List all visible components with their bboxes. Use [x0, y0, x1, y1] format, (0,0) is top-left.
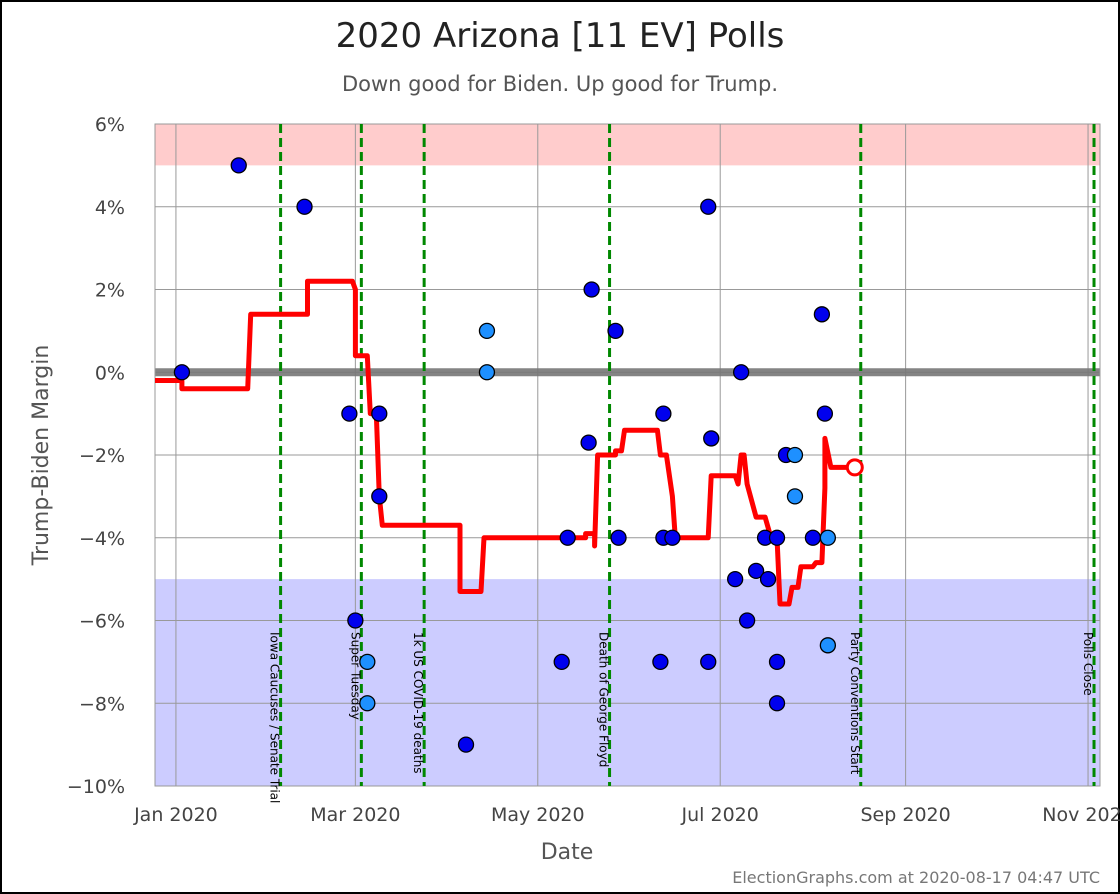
event-label: Polls Close — [1081, 632, 1095, 696]
poll-point — [703, 430, 720, 447]
y-tick-label: 2% — [95, 280, 125, 302]
poll-point — [759, 570, 777, 588]
event-label: Iowa Caucuses / Senate Trial — [268, 632, 282, 803]
poll-point — [583, 281, 600, 298]
poll-point — [664, 529, 681, 546]
poll-point — [559, 529, 576, 546]
band-0 — [155, 124, 1100, 166]
poll-point — [819, 637, 837, 654]
poll-point — [738, 612, 756, 629]
x-tick-label: May 2020 — [491, 804, 585, 826]
poll-point — [359, 695, 376, 712]
current-average-marker — [845, 458, 864, 477]
poll-point — [347, 612, 364, 629]
y-tick-label: −4% — [79, 528, 125, 550]
y-tick-label: −6% — [79, 611, 125, 633]
poll-point — [655, 405, 672, 422]
poll-point — [607, 322, 624, 340]
y-tick-label: 4% — [95, 197, 125, 219]
y-tick-label: 0% — [95, 362, 125, 384]
y-tick-label: 6% — [95, 114, 125, 136]
band-1 — [155, 579, 1100, 786]
event-label: Death of George Floyd — [597, 632, 611, 767]
y-tick-label: −2% — [79, 445, 125, 467]
event-label: Super Tuesday — [348, 632, 362, 720]
poll-point — [610, 529, 627, 546]
poll-point — [804, 529, 822, 546]
poll-point — [371, 405, 388, 422]
poll-point — [813, 306, 831, 323]
poll-point — [553, 653, 570, 671]
chart-title: 2020 Arizona [11 EV] Polls — [336, 16, 785, 56]
poll-point — [341, 405, 358, 422]
poll-point — [173, 364, 191, 381]
x-tick-label: Jul 2020 — [681, 804, 759, 826]
x-tick-label: Mar 2020 — [310, 804, 400, 826]
poll-point — [816, 405, 834, 422]
poll-point — [732, 364, 750, 381]
x-tick-label: Sep 2020 — [861, 804, 951, 826]
poll-point — [371, 488, 388, 505]
poll-point — [478, 364, 496, 381]
average-line — [155, 278, 855, 607]
poll-point — [747, 562, 765, 579]
event-label: Party Conventions Start — [848, 632, 862, 775]
poll-point — [580, 434, 597, 451]
x-tick-label: Jan 2020 — [133, 804, 218, 826]
poll-point — [786, 488, 804, 505]
credit-text: ElectionGraphs.com at 2020-08-17 04:47 U… — [732, 868, 1100, 887]
plot-border — [154, 123, 1101, 787]
poll-point — [819, 529, 837, 546]
poll-point — [230, 157, 247, 174]
y-tick-label: −8% — [79, 693, 125, 715]
poll-point — [296, 198, 313, 215]
x-tick-label: Nov 2020 — [1042, 804, 1120, 826]
poll-point — [457, 736, 475, 753]
event-label: 1k US COVID-19 deaths — [411, 632, 425, 774]
plot-area: 6% 4% 2% 0% −2% −4% −6% −8% −10% Jan 2020 Mar 2020… — [67, 114, 1120, 826]
poll-point — [768, 695, 786, 712]
chart-subtitle: Down good for Biden. Up good for Trump. — [342, 72, 778, 96]
poll-point — [768, 529, 786, 546]
poll-point — [652, 653, 669, 671]
poll-point — [478, 322, 496, 340]
x-axis-label: Date — [541, 840, 594, 865]
y-axis-label: Trump-Biden Margin — [29, 345, 54, 567]
poll-point — [700, 653, 717, 671]
poll-point — [768, 653, 786, 671]
y-tick-label: −10% — [67, 776, 125, 798]
poll-point — [727, 570, 744, 588]
poll-point — [700, 198, 717, 215]
poll-point — [786, 446, 804, 464]
poll-point — [359, 653, 376, 671]
